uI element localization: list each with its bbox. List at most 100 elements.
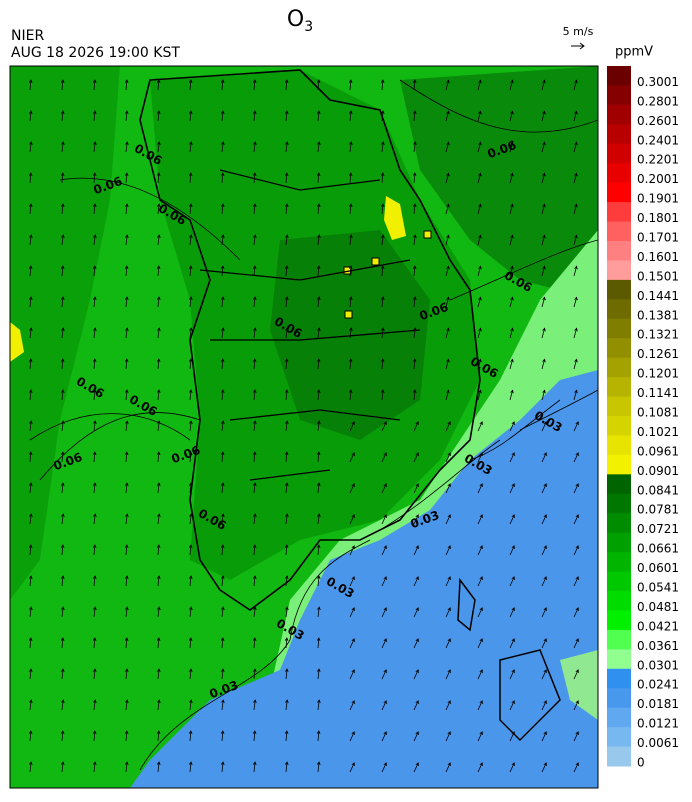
- wind-arrow: [284, 637, 289, 649]
- colorbar-box: [607, 435, 631, 456]
- wind-arrow: [573, 327, 578, 339]
- wind-arrow: [29, 389, 33, 401]
- wind-arrow: [28, 637, 33, 649]
- wind-arrow: [221, 482, 225, 494]
- wind-arrow: [28, 172, 33, 184]
- colorbar-label: 0.0421: [637, 619, 679, 633]
- wind-arrow: [349, 203, 353, 215]
- wind-arrow: [477, 731, 483, 742]
- island-patch: [560, 650, 598, 720]
- wind-arrow: [316, 79, 321, 91]
- colorbar-label: 0.1081: [637, 406, 679, 420]
- wind-arrow: [573, 141, 578, 153]
- wind-arrow: [509, 483, 515, 494]
- wind-arrow: [284, 79, 289, 91]
- wind-arrow: [253, 699, 257, 711]
- colorbar-box: [607, 571, 631, 592]
- wind-arrow: [445, 265, 450, 277]
- wind-arrow: [60, 79, 65, 91]
- wind-arrow: [61, 482, 65, 494]
- wind-arrow: [252, 730, 257, 742]
- wind-arrow: [445, 762, 451, 773]
- colorbar-label: 0.1501: [637, 269, 679, 283]
- wind-arrow: [189, 327, 193, 339]
- wind-arrow: [445, 452, 451, 463]
- wind-arrow: [61, 234, 65, 246]
- wind-arrow: [316, 730, 321, 742]
- wind-arrow: [541, 514, 547, 525]
- colorbar-box: [607, 688, 631, 709]
- title-subscript: 3: [304, 19, 313, 35]
- colorbar: 0.3001 0.2801 0.2601 0.2401 0.2201 0.2001 0.19…: [607, 66, 679, 770]
- colorbar-box: [607, 610, 631, 631]
- wind-arrow: [477, 421, 483, 432]
- colorbar-label: 0.0241: [637, 678, 679, 692]
- wind-arrow: [413, 576, 419, 587]
- wind-arrow: [349, 110, 353, 122]
- wind-arrow: [477, 514, 483, 525]
- wind-arrow: [28, 358, 33, 370]
- colorbar-box: [607, 143, 631, 164]
- wind-arrow: [316, 544, 321, 556]
- wind-arrow: [221, 389, 225, 401]
- wind-arrow: [60, 730, 65, 742]
- wind-arrow: [509, 607, 515, 618]
- wind-arrow: [125, 699, 129, 711]
- wind-arrow: [316, 451, 321, 463]
- colorbar-label: 0.1801: [637, 211, 679, 225]
- wind-arrow: [252, 265, 257, 277]
- wind-arrow: [317, 327, 321, 339]
- wind-arrow: [124, 172, 129, 184]
- wind-arrow: [157, 327, 161, 339]
- wind-arrow: [220, 79, 225, 91]
- wind-arrow: [445, 638, 451, 649]
- colorbar-label: 0.1901: [637, 192, 679, 206]
- wind-arrow: [188, 79, 193, 91]
- colorbar-label: 0.2001: [637, 172, 679, 186]
- wind-arrow: [285, 575, 289, 587]
- wind-arrow: [285, 141, 289, 153]
- colorbar-label: 0.1441: [637, 289, 679, 303]
- wind-arrow: [124, 451, 129, 463]
- wind-arrow: [349, 234, 353, 246]
- wind-arrow: [541, 731, 547, 742]
- wind-arrow: [93, 761, 97, 773]
- wind-arrow: [92, 265, 97, 277]
- wind-arrow: [413, 234, 417, 246]
- wind-arrow: [125, 513, 129, 525]
- wind-arrow: [124, 265, 129, 277]
- wind-arrow: [413, 762, 419, 773]
- wind-arrow: [252, 544, 257, 556]
- colorbar-box: [607, 746, 631, 767]
- wind-arrow: [29, 327, 33, 339]
- colorbar-box: [607, 513, 631, 534]
- wind-arrow: [221, 575, 225, 587]
- colorbar-box: [607, 493, 631, 514]
- title-main: O: [287, 7, 304, 32]
- wind-arrow: [445, 731, 451, 742]
- wind-arrow: [221, 699, 225, 711]
- wind-arrow: [541, 141, 546, 153]
- wind-arrow: [285, 420, 289, 432]
- wind-arrow: [445, 483, 451, 494]
- wind-arrow: [413, 638, 419, 649]
- wind-arrow: [157, 575, 161, 587]
- wind-arrow: [61, 606, 65, 618]
- wind-arrow: [381, 327, 385, 339]
- colorbar-label: 0.1261: [637, 347, 679, 361]
- wind-arrow: [573, 638, 579, 649]
- wind-arrow: [93, 699, 97, 711]
- wind-arrow: [541, 452, 547, 463]
- wind-arrow: [93, 389, 97, 401]
- wind-arrow: [61, 513, 65, 525]
- wind-arrow: [477, 483, 483, 494]
- colorbar-label: 0.1601: [637, 250, 679, 264]
- colorbar-box: [607, 260, 631, 281]
- wind-arrow: [253, 141, 257, 153]
- wind-arrow: [509, 389, 514, 401]
- wind-arrow: [252, 358, 257, 370]
- wind-arrow: [573, 203, 578, 215]
- wind-arrow: [220, 730, 225, 742]
- wind-arrow: [381, 389, 385, 401]
- wind-arrow: [285, 482, 289, 494]
